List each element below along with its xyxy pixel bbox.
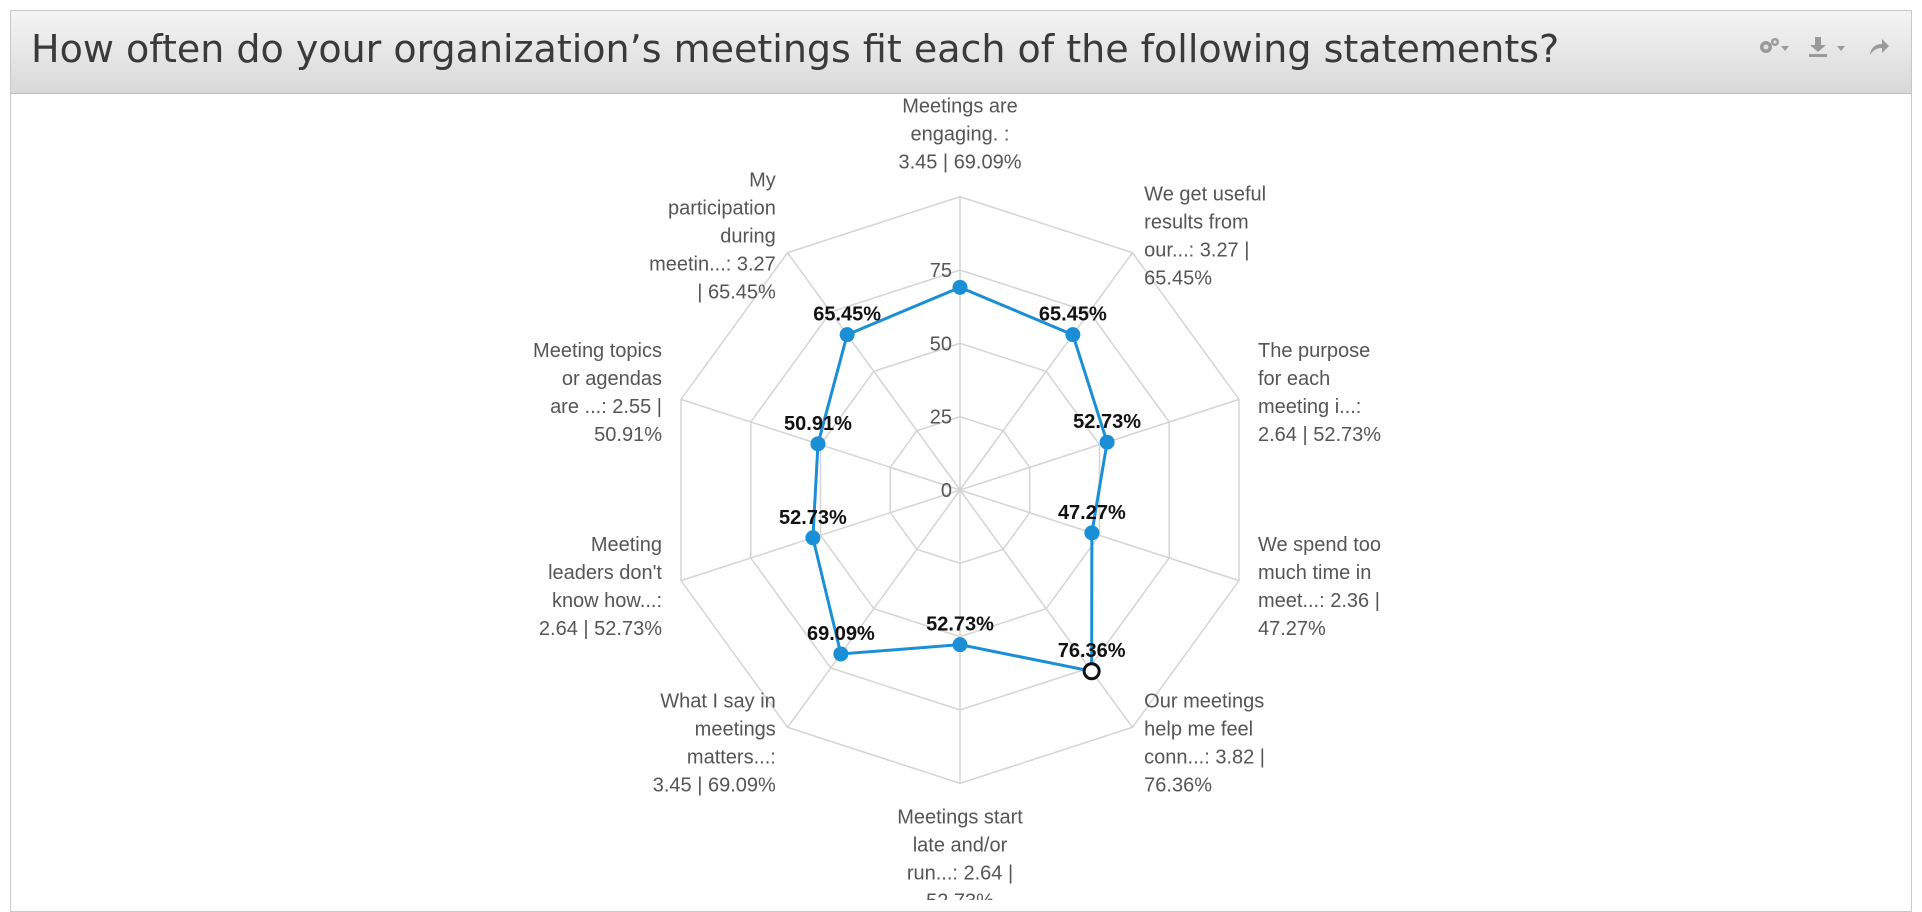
grid-spoke-2 — [959, 398, 1240, 491]
data-label-8: 50.91% — [784, 413, 852, 435]
data-label-5: 52.73% — [926, 614, 994, 636]
grid-spoke-9 — [786, 252, 961, 491]
data-label-2: 52.73% — [1073, 411, 1141, 433]
settings-menu-button[interactable] — [1757, 35, 1791, 59]
data-label-4: 76.36% — [1058, 640, 1126, 662]
grid-spoke-4 — [959, 489, 1134, 728]
axis-label-0: Meetings are engaging. :3.45 | 69.09% — [898, 96, 1021, 174]
share-button[interactable] — [1867, 35, 1891, 59]
axis-label-3: We spend too much time in meet...: 2.36 | 4… — [1258, 534, 1381, 640]
download-menu-button[interactable] — [1807, 35, 1851, 59]
data-point-5[interactable] — [952, 637, 968, 653]
axis-label-4: Our meetings help me feel conn...: 3.82 | 7… — [1144, 690, 1265, 796]
grid-spoke-7 — [680, 489, 961, 582]
data-label-1: 65.45% — [1039, 304, 1107, 326]
axis-label-1: We get useful results from our...: 3.27 | 6… — [1144, 184, 1266, 290]
data-point-7[interactable] — [805, 530, 821, 546]
tick-label-1: 25 — [930, 407, 952, 429]
page-title: How often do your organization’s meeting… — [31, 27, 1560, 71]
data-point-3[interactable] — [1084, 525, 1100, 541]
tick-label-3: 75 — [930, 260, 952, 282]
data-point-9[interactable] — [839, 327, 855, 343]
data-point-0[interactable] — [952, 279, 968, 295]
axis-label-7: Meeting leaders don't know how...: 2.64 | 5… — [539, 534, 663, 640]
download-icon — [1809, 37, 1845, 57]
axis-label-6: What I say in meetings matters...: 3.45 | 6… — [653, 690, 776, 796]
chart-panel: How often do your organization’s meeting… — [10, 10, 1912, 912]
data-point-6[interactable] — [833, 646, 849, 662]
panel-header: How often do your organization’s meeting… — [11, 11, 1911, 94]
tick-label-2: 50 — [930, 333, 952, 355]
data-point-4[interactable] — [1082, 662, 1101, 681]
axis-label-9: My participation during meetin...: 3.27 | 65… — [649, 170, 776, 304]
axis-label-2: The purpose for each meeting i...: 2.64 | 5… — [1258, 340, 1381, 446]
data-label-3: 47.27% — [1058, 502, 1126, 524]
data-point-1[interactable] — [1065, 327, 1081, 343]
grid-spoke-6 — [786, 489, 961, 728]
data-label-7: 52.73% — [779, 507, 847, 529]
settings-gear-icon — [1760, 38, 1789, 53]
data-label-6: 69.09% — [807, 623, 875, 645]
header-toolbar — [1757, 35, 1891, 59]
axis-label-8: Meeting topics or agendas are ...: 2.55 | 5… — [533, 340, 662, 446]
share-arrow-icon — [1870, 39, 1889, 55]
data-point-2[interactable] — [1099, 434, 1115, 450]
tick-label-0: 0 — [941, 480, 952, 502]
grid-spoke-3 — [959, 489, 1240, 582]
grid-spoke-1 — [959, 252, 1134, 491]
data-point-8[interactable] — [810, 436, 826, 452]
data-label-9: 65.45% — [813, 304, 881, 326]
